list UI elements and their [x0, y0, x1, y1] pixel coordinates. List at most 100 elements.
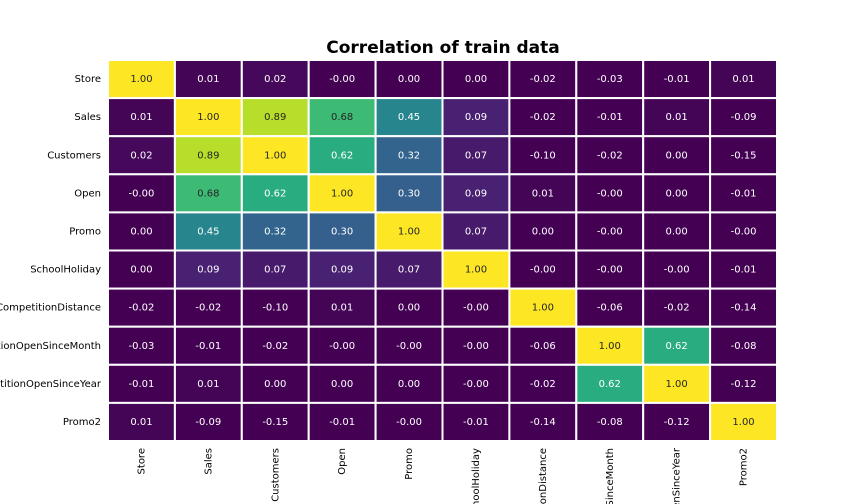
cell-label: -0.03: [129, 341, 155, 352]
cell-label: -0.02: [530, 112, 556, 123]
cell-label: 0.45: [197, 226, 219, 237]
heatmap-cell: [107, 401, 176, 442]
cell-label: 0.01: [130, 417, 152, 428]
cell-label: 0.07: [465, 150, 487, 161]
heatmap-cell: [709, 363, 778, 404]
cell-label: -0.02: [530, 74, 556, 85]
cell-label: 0.00: [264, 379, 286, 390]
cell-label: -0.00: [396, 417, 422, 428]
cell-label: 1.00: [331, 188, 353, 199]
cell-label: 0.00: [331, 379, 353, 390]
heatmap-cell: [107, 173, 176, 214]
cell-label: -0.00: [329, 74, 355, 85]
heatmap-cell: [173, 97, 243, 138]
cell-label: -0.00: [664, 265, 690, 276]
y-tick-label: CompetitionOpenSinceYear: [0, 379, 102, 390]
y-tick-label: Store: [75, 74, 101, 85]
heatmap-cell: [508, 401, 578, 442]
cell-label: 0.01: [532, 188, 554, 199]
x-tick-label: SchoolHoliday: [471, 448, 482, 504]
heatmap-cell: [173, 325, 243, 366]
heatmap-cell: [508, 135, 578, 176]
cell-label: -0.09: [731, 112, 757, 123]
cell-label: 0.09: [197, 265, 219, 276]
cell-label: 0.09: [465, 112, 487, 123]
heatmap-cell: [307, 97, 377, 138]
cell-label: 0.00: [398, 379, 420, 390]
cell-label: -0.12: [664, 417, 690, 428]
cell-label: -0.10: [530, 150, 556, 161]
heatmap-cell: [173, 363, 243, 404]
heatmap-cell: [107, 249, 176, 290]
heatmap-cell: [709, 211, 778, 252]
cell-label: 0.62: [666, 341, 688, 352]
cell-label: 0.68: [197, 188, 219, 199]
cell-label: -0.02: [262, 341, 288, 352]
cell-label: 0.09: [331, 265, 353, 276]
heatmap-cell: [441, 249, 511, 290]
cell-label: -0.02: [195, 303, 221, 314]
cell-label: 1.00: [599, 341, 621, 352]
cell-label: 0.62: [264, 188, 286, 199]
heatmap-cell: [642, 363, 712, 404]
x-tick-label: Customers: [270, 448, 281, 502]
heatmap-cell: [374, 363, 444, 404]
y-tick-label: Customers: [47, 150, 101, 161]
heatmap-cell: [441, 97, 511, 138]
heatmap-cell: [173, 135, 243, 176]
cell-label: 0.02: [264, 74, 286, 85]
cell-label: -0.02: [129, 303, 155, 314]
heatmap-cell: [709, 325, 778, 366]
cell-label: 0.07: [264, 265, 286, 276]
cell-label: 0.00: [130, 226, 152, 237]
cell-label: 0.30: [398, 188, 420, 199]
cell-label: 0.01: [197, 74, 219, 85]
heatmap-cell: [173, 401, 243, 442]
heatmap-cell: [508, 173, 578, 214]
cell-label: -0.01: [731, 265, 757, 276]
cell-label: -0.00: [731, 226, 757, 237]
x-tick-label: Promo2: [739, 448, 750, 486]
cell-label: 0.00: [130, 265, 152, 276]
heatmap-cell: [240, 325, 310, 366]
heatmap-cell: [642, 135, 712, 176]
cell-label: 0.00: [398, 74, 420, 85]
heatmap-cell: [508, 363, 578, 404]
y-tick-label: Promo2: [63, 417, 101, 428]
x-tick-label: Sales: [203, 448, 214, 475]
cell-label: -0.10: [262, 303, 288, 314]
y-tick-label: Sales: [74, 112, 101, 123]
heatmap-cell: [575, 59, 645, 100]
cell-label: 0.00: [666, 188, 688, 199]
cell-label: 1.00: [264, 150, 286, 161]
cell-label: -0.06: [530, 341, 556, 352]
cell-label: -0.00: [396, 341, 422, 352]
cell-label: -0.15: [262, 417, 288, 428]
cell-label: 0.01: [130, 112, 152, 123]
x-tick-label: CompetitionOpenSinceYear: [672, 447, 683, 504]
cell-label: -0.01: [329, 417, 355, 428]
cell-label: 1.00: [465, 265, 487, 276]
cell-label: -0.15: [731, 150, 757, 161]
heatmap-cell: [642, 401, 712, 442]
heatmap-cell: [575, 211, 645, 252]
cell-label: -0.03: [597, 74, 623, 85]
cell-label: -0.01: [129, 379, 155, 390]
cell-label: 0.01: [331, 303, 353, 314]
y-tick-label: CompetitionDistance: [0, 303, 101, 314]
heatmap-cell: [709, 287, 778, 328]
y-tick-label: CompetitionOpenSinceMonth: [0, 341, 101, 352]
heatmap-cell: [642, 249, 712, 290]
cell-label: 0.02: [130, 150, 152, 161]
heatmap-cell: [240, 401, 310, 442]
cell-label: 0.00: [465, 74, 487, 85]
heatmap-cell: [575, 401, 645, 442]
cell-label: 1.00: [666, 379, 688, 390]
x-tick-label: CompetitionOpenSinceMonth: [605, 448, 616, 504]
heatmap-cell: [709, 135, 778, 176]
cell-label: 0.00: [398, 303, 420, 314]
heatmap-cell: [508, 325, 578, 366]
cell-label: -0.06: [597, 303, 623, 314]
